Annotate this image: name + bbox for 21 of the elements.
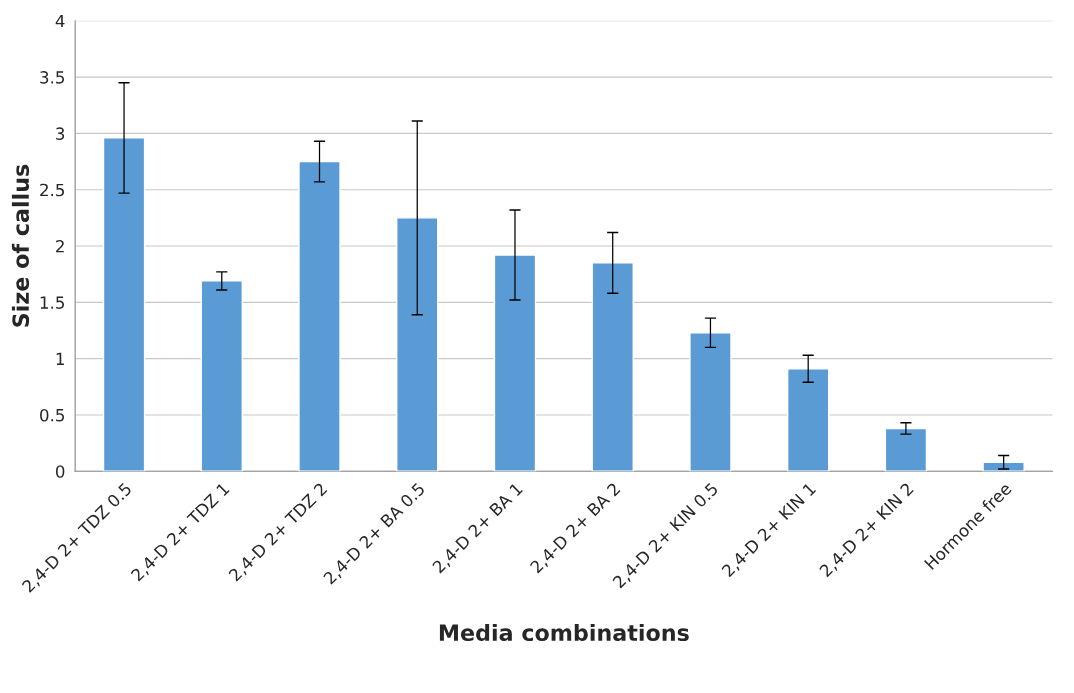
- bar: [982, 461, 1025, 472]
- bar: [200, 280, 244, 472]
- y-tick-label: 2.5: [40, 183, 64, 197]
- bar: [298, 160, 341, 472]
- y-axis-title: Size of callus: [11, 164, 30, 327]
- y-tick-label: 0.5: [40, 408, 64, 422]
- bar: [591, 262, 634, 472]
- bar: [689, 332, 732, 472]
- bar: [102, 137, 146, 472]
- y-tick-label: 1.5: [40, 296, 64, 309]
- y-tick-label: 0: [55, 465, 65, 478]
- bar: [396, 217, 439, 472]
- bar: [493, 254, 537, 472]
- x-axis-title: Media combinations: [439, 623, 689, 642]
- y-tick-label: 2: [56, 239, 64, 253]
- bar: [786, 368, 830, 472]
- y-tick-label: 3.5: [40, 71, 64, 84]
- bar: [884, 427, 928, 472]
- y-tick-label: 1: [56, 352, 64, 365]
- y-tick-label: 4: [55, 14, 65, 28]
- y-tick-label: 3: [56, 127, 65, 140]
